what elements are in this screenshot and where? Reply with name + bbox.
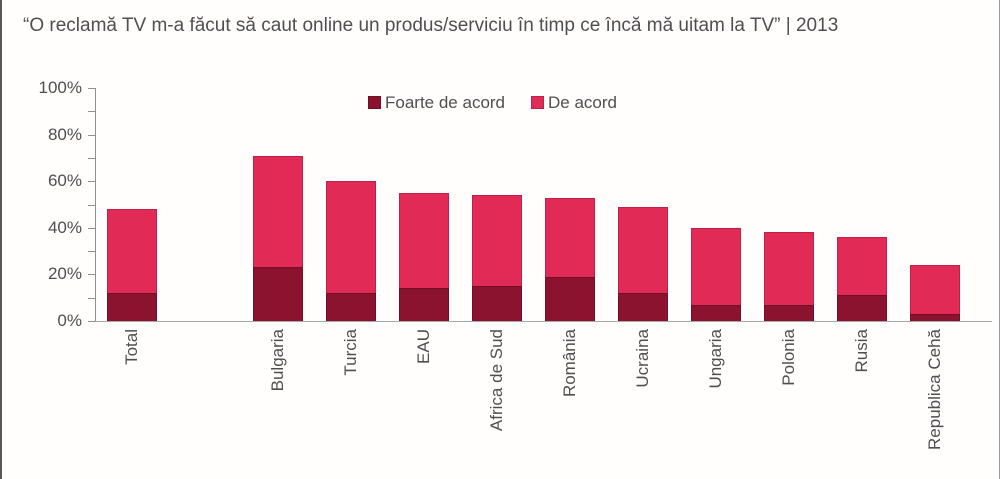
bar-segment-de-acord <box>472 195 522 286</box>
legend-item-foarte-de-acord: Foarte de acord <box>368 93 505 112</box>
bar-bulgaria <box>253 156 303 321</box>
bar-segment-de-acord <box>764 232 814 305</box>
y-axis-line <box>95 88 96 321</box>
bar-segment-foarte-de-acord <box>472 286 522 321</box>
bar-ucraina <box>618 207 668 321</box>
y-axis-tick-label: 40% <box>47 218 82 237</box>
legend-label: Foarte de acord <box>385 93 506 112</box>
legend-item-de-acord: De acord <box>531 93 617 112</box>
bar-segment-foarte-de-acord <box>545 277 595 321</box>
x-axis-label: Turcia <box>341 329 360 376</box>
bar-polonia <box>764 232 814 321</box>
x-axis-label: Rusia <box>852 329 871 373</box>
bar-total <box>107 209 157 321</box>
y-axis-tick <box>88 228 95 229</box>
x-axis-label: România <box>560 329 579 398</box>
bar-republica-ceh- <box>910 265 960 321</box>
bar-segment-foarte-de-acord <box>837 295 887 321</box>
bar-segment-de-acord <box>107 209 157 293</box>
y-axis-tick <box>88 181 95 182</box>
y-axis-tick <box>88 274 95 275</box>
bar-segment-de-acord <box>910 265 960 314</box>
bar-segment-de-acord <box>545 198 595 277</box>
bar-segment-foarte-de-acord <box>764 305 814 321</box>
bar-segment-foarte-de-acord <box>618 293 668 321</box>
legend-swatch-de-acord-icon <box>531 96 545 109</box>
bar-segment-de-acord <box>618 207 668 293</box>
x-axis-label: Ungaria <box>706 329 725 389</box>
y-axis-tick-label: 100% <box>38 78 82 97</box>
bar-rom-nia <box>545 198 595 321</box>
x-axis-label: Bulgaria <box>268 329 287 392</box>
y-axis-tick <box>88 321 95 322</box>
y-axis-tick <box>88 298 95 299</box>
bar-africa-de-sud <box>472 195 522 321</box>
x-axis-label: Ucraina <box>633 329 652 388</box>
x-axis-label: Africa de Sud <box>487 329 506 432</box>
y-axis-tick <box>88 135 95 136</box>
y-axis-tick <box>88 205 95 206</box>
bar-rusia <box>837 237 887 321</box>
x-axis-label: Republica Cehă <box>925 329 944 450</box>
bar-segment-foarte-de-acord <box>326 293 376 321</box>
x-axis-label: EAU <box>414 329 433 364</box>
bar-segment-de-acord <box>691 228 741 305</box>
bar-segment-de-acord <box>326 181 376 293</box>
y-axis-tick-label: 20% <box>47 264 82 283</box>
legend-label: De acord <box>548 93 617 112</box>
bar-segment-de-acord <box>253 156 303 267</box>
y-axis-tick <box>88 251 95 252</box>
bar-eau <box>399 193 449 321</box>
bar-segment-foarte-de-acord <box>253 267 303 321</box>
x-axis-line <box>95 321 992 322</box>
bar-ungaria <box>691 228 741 321</box>
y-axis-tick-label: 0% <box>57 311 82 330</box>
bar-segment-foarte-de-acord <box>910 314 960 321</box>
y-axis-tick <box>88 158 95 159</box>
bar-turcia <box>326 181 376 321</box>
x-axis-label: Polonia <box>779 329 798 386</box>
bar-segment-foarte-de-acord <box>107 293 157 321</box>
bar-segment-foarte-de-acord <box>399 288 449 321</box>
y-axis-tick <box>88 88 95 89</box>
bar-segment-de-acord <box>837 237 887 295</box>
chart-title: “O reclamă TV m-a făcut să caut online u… <box>23 15 839 36</box>
x-axis-label: Total <box>122 329 141 365</box>
legend-swatch-foarte-de-acord-icon <box>368 96 381 109</box>
bar-segment-foarte-de-acord <box>691 305 741 321</box>
bar-segment-de-acord <box>399 193 449 288</box>
y-axis-tick-label: 60% <box>47 171 82 190</box>
y-axis-tick <box>88 111 95 112</box>
legend: Foarte de acord De acord <box>368 93 617 112</box>
y-axis-tick-label: 80% <box>47 125 82 144</box>
